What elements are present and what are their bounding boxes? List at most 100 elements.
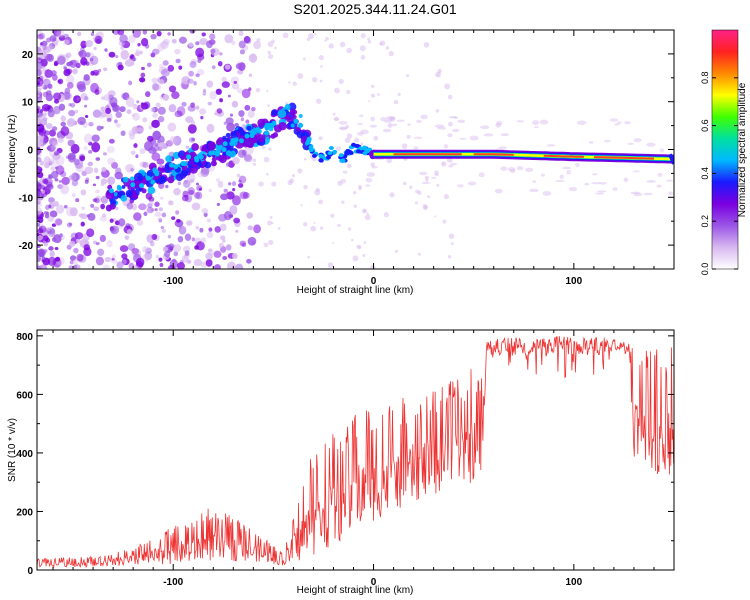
noise-blob <box>358 186 362 191</box>
noise-blob <box>40 223 44 228</box>
noise-blob <box>178 36 187 44</box>
noise-blob <box>370 116 376 122</box>
noise-blob <box>365 184 371 187</box>
noise-blob <box>339 127 347 130</box>
band-hot-segment <box>593 156 655 160</box>
noise-blob <box>234 123 239 127</box>
noise-blob <box>494 188 503 194</box>
noise-blob <box>362 253 366 258</box>
noise-blob <box>414 201 419 205</box>
noise-blob <box>69 207 78 217</box>
noise-blob <box>450 242 454 246</box>
noise-blob <box>168 243 175 250</box>
signal-blob <box>225 150 232 157</box>
noise-blob <box>354 137 360 143</box>
noise-blob <box>614 123 620 126</box>
noise-blob <box>360 129 369 135</box>
noise-blob <box>195 73 200 77</box>
signal-peak <box>222 141 228 147</box>
signal-blob <box>298 113 303 118</box>
noise-blob <box>356 244 361 249</box>
noise-blob <box>319 226 324 230</box>
noise-blob <box>103 67 108 72</box>
noise-blob <box>76 253 84 262</box>
noise-blob <box>307 255 310 259</box>
noise-blob <box>223 188 228 193</box>
noise-blob <box>532 120 540 126</box>
noise-blob <box>244 104 251 111</box>
noise-blob <box>47 144 56 152</box>
noise-blob <box>49 35 57 42</box>
noise-blob <box>126 163 135 174</box>
noise-blob <box>177 235 184 243</box>
noise-blob <box>48 197 55 203</box>
noise-blob <box>623 177 629 183</box>
noise-blob <box>182 190 189 198</box>
noise-blob <box>191 120 196 125</box>
noise-blob <box>69 260 74 265</box>
noise-blob <box>77 116 86 126</box>
noise-blob <box>77 83 87 93</box>
noise-blob <box>292 81 297 87</box>
noise-blob <box>66 222 72 228</box>
signal-blob <box>348 150 354 155</box>
noise-blob <box>124 235 130 240</box>
signal-peak <box>229 141 235 147</box>
noise-blob <box>566 170 572 175</box>
noise-blob <box>47 109 55 118</box>
noise-blob <box>150 144 160 152</box>
noise-blob <box>366 172 375 177</box>
noise-blob <box>167 64 175 72</box>
noise-blob <box>224 64 231 70</box>
noise-blob <box>217 181 224 188</box>
noise-blob <box>434 170 439 176</box>
noise-blob <box>90 32 95 37</box>
noise-blob <box>223 211 232 221</box>
noise-blob <box>63 66 68 71</box>
noise-blob <box>227 94 231 98</box>
noise-blob <box>253 224 261 234</box>
noise-blob <box>117 64 124 71</box>
noise-blob <box>120 45 125 50</box>
signal-blob <box>180 155 185 161</box>
noise-blob <box>668 191 674 196</box>
noise-blob <box>248 73 253 78</box>
noise-blob <box>38 225 47 233</box>
noise-blob <box>277 226 281 230</box>
noise-blob <box>133 212 142 221</box>
noise-blob <box>220 193 229 201</box>
noise-blob <box>68 173 77 182</box>
colorbar-tick-label: 0.4 <box>700 167 710 180</box>
noise-blob <box>206 231 214 239</box>
noise-blob <box>84 166 94 175</box>
noise-blob <box>342 170 348 174</box>
noise-blob <box>162 60 169 66</box>
noise-blob <box>356 131 364 136</box>
noise-blob <box>160 68 170 77</box>
noise-blob <box>138 203 147 211</box>
noise-blob <box>174 48 181 55</box>
noise-blob <box>217 61 223 67</box>
noise-blob <box>346 163 352 169</box>
noise-blob <box>142 117 148 123</box>
noise-blob <box>95 256 104 266</box>
noise-blob <box>181 76 191 85</box>
noise-blob <box>242 191 250 199</box>
noise-blob <box>221 81 230 88</box>
noise-blob <box>237 183 244 188</box>
noise-blob <box>63 39 70 45</box>
noise-blob <box>216 202 220 207</box>
noise-blob <box>60 184 69 195</box>
noise-blob <box>92 183 97 187</box>
noise-blob <box>96 125 102 131</box>
noise-blob <box>150 107 156 113</box>
signal-blob <box>113 192 118 197</box>
signal-blob <box>345 148 351 153</box>
noise-blob <box>61 176 70 186</box>
noise-blob <box>186 220 193 226</box>
noise-blob <box>269 215 273 219</box>
noise-blob <box>200 168 210 177</box>
noise-blob <box>188 189 195 197</box>
noise-blob <box>297 168 303 174</box>
noise-blob <box>42 235 49 242</box>
